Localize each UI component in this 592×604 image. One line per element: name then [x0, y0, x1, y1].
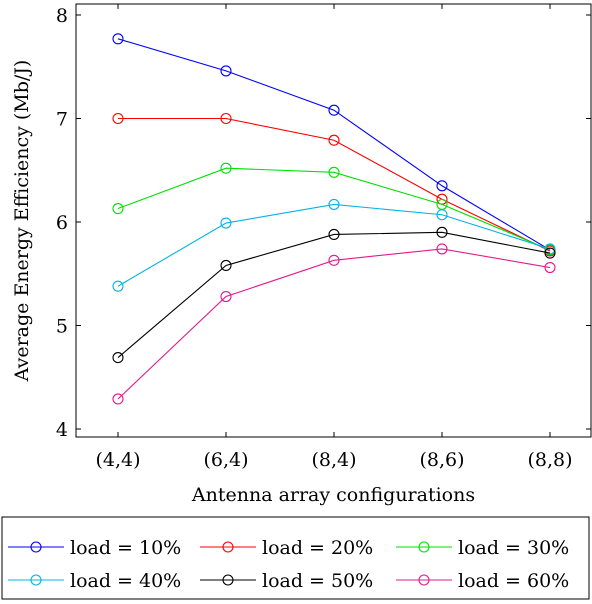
legend-marker [418, 574, 430, 586]
x-tick-label: (8,8) [527, 449, 572, 471]
series-line [117, 248, 551, 400]
data-point [112, 33, 124, 45]
data-point [328, 104, 340, 116]
legend-marker [222, 541, 234, 553]
legend-label: load = 50% [262, 570, 373, 592]
data-point [436, 243, 448, 255]
data-point [328, 254, 340, 266]
legend-label: load = 60% [458, 570, 569, 592]
data-point [328, 228, 340, 240]
series-line [117, 203, 551, 287]
legend-entries: load = 10% load = 20% load = 30% load = 40%… [8, 537, 569, 592]
data-point [544, 243, 556, 255]
legend-entry: load = 50% [200, 570, 373, 592]
x-tick-label: (8,6) [419, 449, 464, 471]
data-point [436, 209, 448, 221]
series-line [117, 167, 551, 251]
y-tick-label: 7 [56, 109, 68, 131]
data-point [328, 134, 340, 146]
legend-entry: load = 30% [396, 537, 569, 559]
data-point [328, 166, 340, 178]
axis-ticks: 4 5 6 7 8 (4,4) (6,4) (8,4) (8,6) (8,8) [56, 4, 591, 471]
data-point [436, 180, 448, 192]
data-point [112, 112, 124, 125]
data-point [220, 112, 232, 125]
x-tick-label: (6,4) [203, 449, 248, 471]
series-line [117, 38, 551, 251]
legend-label: load = 40% [70, 570, 181, 592]
legend-label: load = 30% [458, 537, 569, 559]
series-1 [112, 33, 556, 256]
series-4 [112, 198, 556, 292]
legend [1, 516, 590, 600]
legend-entry: load = 20% [200, 537, 373, 559]
data-point [544, 247, 556, 259]
series-line [117, 231, 551, 359]
y-axis-label: Average Energy Efficiency (Mb/J) [11, 60, 33, 383]
legend-marker [30, 541, 42, 553]
legend-marker [222, 574, 234, 586]
data-point [328, 198, 340, 210]
data-point [112, 202, 124, 215]
data-point [112, 352, 124, 364]
series-layer [112, 33, 556, 405]
legend-entry: load = 60% [396, 570, 569, 592]
data-point [220, 259, 232, 272]
data-point [436, 226, 448, 238]
y-tick-label: 4 [56, 419, 68, 441]
data-point [544, 261, 556, 274]
data-point [220, 290, 232, 303]
legend-label: load = 20% [262, 537, 373, 559]
series-6 [112, 243, 556, 405]
legend-entry: load = 40% [8, 570, 181, 592]
data-point [220, 162, 232, 174]
legend-marker [30, 574, 42, 586]
data-point [112, 393, 124, 405]
x-tick-label: (4,4) [95, 449, 140, 471]
y-tick-label: 6 [56, 212, 68, 234]
data-point [112, 280, 124, 292]
x-tick-label: (8,4) [311, 449, 356, 471]
legend-entry: load = 10% [8, 537, 181, 559]
y-tick-label: 8 [56, 5, 68, 27]
legend-marker [418, 541, 430, 553]
plot-area [75, 3, 592, 438]
data-point [220, 217, 232, 229]
series-5 [112, 226, 556, 364]
y-tick-label: 5 [56, 316, 68, 338]
x-axis-label: Antenna array configurations [191, 484, 475, 506]
legend-label: load = 10% [70, 537, 181, 559]
series-line [118, 117, 551, 252]
data-point [220, 65, 232, 77]
